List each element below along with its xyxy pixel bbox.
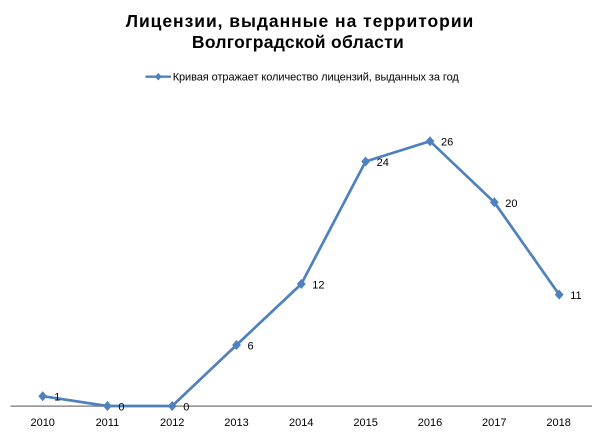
svg-text:Лицензии, выданные на территор: Лицензии, выданные на территории bbox=[126, 11, 475, 31]
svg-text:2017: 2017 bbox=[482, 417, 506, 429]
svg-text:2014: 2014 bbox=[289, 417, 313, 429]
svg-text:11: 11 bbox=[570, 290, 581, 302]
svg-text:2018: 2018 bbox=[546, 417, 570, 429]
svg-text:Волгоградской области: Волгоградской области bbox=[192, 32, 404, 52]
svg-text:12: 12 bbox=[312, 280, 324, 292]
svg-text:2016: 2016 bbox=[418, 417, 442, 429]
svg-text:Кривая отражает количество лиц: Кривая отражает количество лицензий, выд… bbox=[173, 72, 460, 84]
svg-text:20: 20 bbox=[505, 198, 517, 210]
svg-text:1: 1 bbox=[54, 392, 60, 404]
svg-text:24: 24 bbox=[377, 157, 389, 169]
svg-text:6: 6 bbox=[248, 341, 254, 353]
svg-text:2015: 2015 bbox=[353, 417, 377, 429]
svg-text:2010: 2010 bbox=[30, 417, 54, 429]
svg-text:0: 0 bbox=[118, 402, 124, 414]
svg-text:2012: 2012 bbox=[160, 417, 184, 429]
svg-text:2011: 2011 bbox=[96, 417, 120, 429]
svg-text:26: 26 bbox=[441, 137, 453, 149]
svg-text:2013: 2013 bbox=[224, 417, 248, 429]
svg-text:0: 0 bbox=[183, 402, 189, 414]
